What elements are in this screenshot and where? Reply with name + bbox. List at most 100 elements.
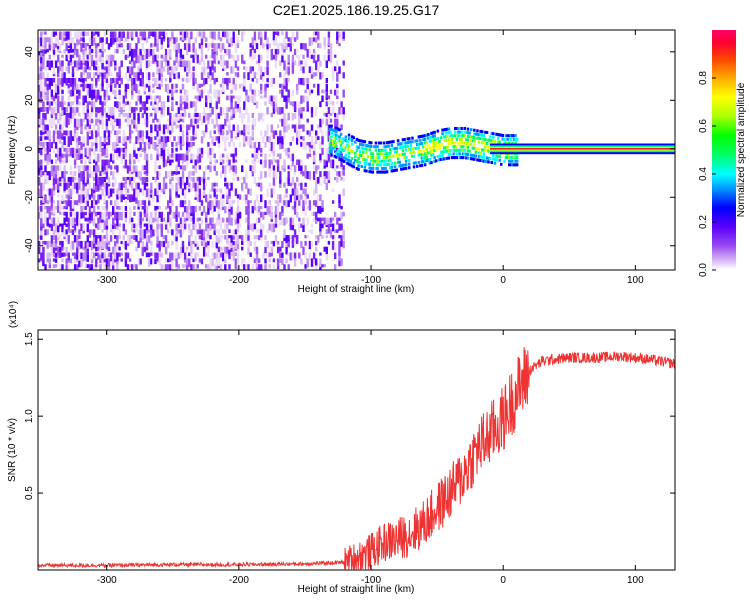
- heatmap-cell: [260, 171, 263, 180]
- heatmap-cell: [253, 31, 257, 41]
- heatmap-cell: [50, 43, 54, 49]
- heatmap-cell: [291, 159, 295, 167]
- heatmap-cell: [105, 223, 109, 230]
- heatmap-cell: [59, 252, 62, 258]
- heatmap-cell: [315, 264, 318, 270]
- heatmap-cell: [54, 112, 58, 120]
- heatmap-cell: [61, 171, 64, 179]
- spectrogram-x-label: Height of straight line (km): [298, 284, 415, 295]
- heatmap-cell: [508, 156, 511, 160]
- heatmap-cell: [312, 48, 316, 54]
- heatmap-cell: [202, 60, 206, 68]
- heatmap-cell: [44, 206, 47, 210]
- heatmap-cell: [291, 217, 295, 225]
- heatmap-cell: [188, 124, 191, 130]
- heatmap-cell: [107, 130, 111, 137]
- heatmap-cell: [300, 95, 303, 104]
- heatmap-cell: [457, 152, 460, 156]
- heatmap-cell: [310, 107, 314, 114]
- heatmap-cell: [298, 78, 301, 85]
- heatmap-cell: [99, 153, 102, 160]
- heatmap-cell: [103, 206, 106, 211]
- heatmap-cell: [274, 95, 278, 104]
- heatmap-cell: [150, 124, 153, 133]
- heatmap-cell: [192, 153, 195, 160]
- heatmap-cell: [46, 176, 49, 185]
- heatmap-cell: [71, 153, 75, 158]
- heatmap-cell: [339, 147, 343, 151]
- heatmap-cell: [86, 101, 89, 110]
- heatmap-cell: [143, 37, 147, 41]
- heatmap-cell: [52, 200, 56, 204]
- heatmap-cell: [122, 235, 125, 240]
- heatmap-cell: [251, 130, 254, 138]
- heatmap-cell: [175, 171, 178, 175]
- heatmap-cell: [306, 235, 309, 239]
- heatmap-cell: [148, 107, 151, 111]
- heatmap-cell: [139, 136, 142, 141]
- heatmap-cell: [150, 246, 153, 252]
- heatmap-cell: [42, 37, 45, 46]
- heatmap-cell: [213, 188, 216, 198]
- heatmap-cell: [73, 182, 77, 189]
- heatmap-cell: [514, 141, 517, 145]
- heatmap-cell: [52, 188, 56, 196]
- heatmap-cell: [40, 252, 43, 261]
- heatmap-cell: [68, 270, 70, 276]
- heatmap-cell: [341, 148, 344, 152]
- snr-x-ticks: -300 -200 -100 0 100: [97, 330, 644, 586]
- heatmap-cell: [145, 54, 149, 59]
- heatmap-cell: [186, 147, 189, 156]
- heatmap-cell: [400, 167, 403, 171]
- heatmap-cell: [169, 48, 172, 58]
- heatmap-cell: [50, 95, 54, 100]
- figure-title: C2E1.2025.186.19.25.G17: [273, 2, 440, 18]
- heatmap-cell: [175, 142, 178, 147]
- heatmap-cell: [124, 200, 128, 205]
- heatmap-cell: [420, 163, 424, 167]
- heatmap-cell: [95, 147, 98, 152]
- heatmap-cell: [474, 132, 478, 136]
- heatmap-cell: [158, 211, 161, 218]
- heatmap-cell: [335, 133, 338, 137]
- heatmap-cell: [268, 171, 271, 177]
- heatmap-cell: [145, 142, 149, 148]
- heatmap-cell: [457, 130, 460, 134]
- heatmap-cell: [61, 252, 64, 257]
- heatmap-cell: [335, 130, 338, 134]
- heatmap-cell: [167, 270, 169, 278]
- heatmap-cell: [59, 235, 62, 240]
- heatmap-cell: [61, 142, 64, 148]
- heatmap-cell: [207, 89, 210, 99]
- heatmap-cell: [490, 139, 493, 143]
- heatmap-cell: [346, 140, 349, 143]
- heatmap-cell: [465, 138, 468, 142]
- heatmap-cell: [302, 54, 305, 59]
- heatmap-cell: [458, 156, 462, 160]
- heatmap-cell: [109, 37, 113, 46]
- heatmap-cell: [279, 270, 281, 275]
- heatmap-cell: [272, 107, 276, 114]
- heatmap-cell: [143, 223, 147, 227]
- heatmap-cell: [257, 229, 261, 234]
- heatmap-cell: [226, 112, 229, 122]
- heatmap-cell: [287, 252, 290, 256]
- heatmap-cell: [90, 264, 94, 270]
- heatmap-cell: [506, 156, 509, 160]
- heatmap-cell: [175, 217, 178, 222]
- heatmap-cell: [304, 43, 307, 51]
- heatmap-cell: [179, 37, 183, 41]
- heatmap-cell: [54, 95, 58, 99]
- heatmap-cell: [40, 142, 43, 147]
- heatmap-cell: [406, 144, 409, 148]
- heatmap-cell: [222, 54, 225, 61]
- heatmap-cell: [285, 124, 288, 133]
- heatmap-cell: [40, 153, 43, 158]
- heatmap-cell: [82, 136, 85, 144]
- heatmap-cell: [371, 163, 375, 167]
- heatmap-cell: [270, 217, 273, 222]
- heatmap-cell: [253, 153, 257, 162]
- heatmap-cell: [460, 145, 463, 149]
- heatmap-cell: [232, 235, 235, 240]
- heatmap-cell: [330, 135, 333, 139]
